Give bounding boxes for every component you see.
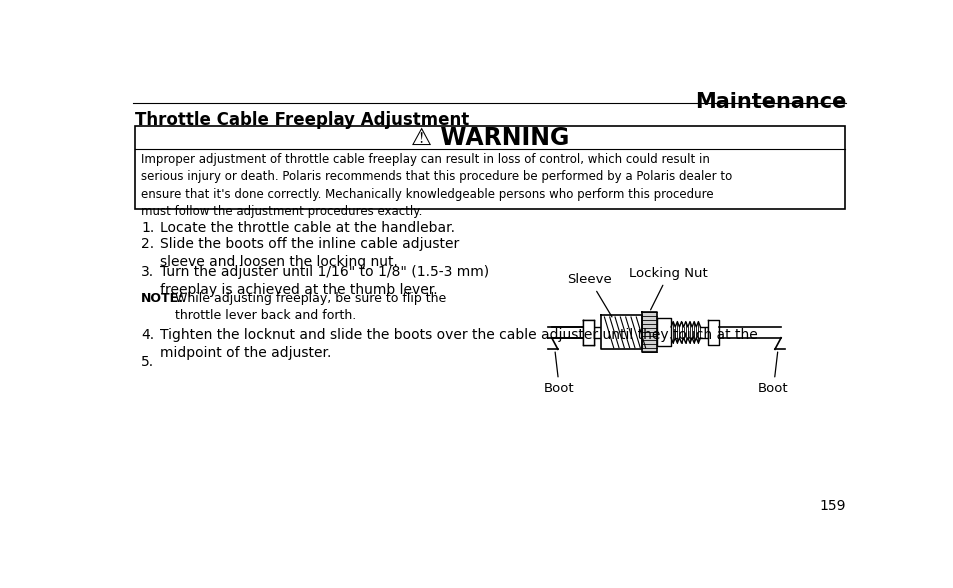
- Text: 159: 159: [819, 499, 845, 513]
- Text: 4.: 4.: [141, 328, 154, 342]
- Text: 5.: 5.: [141, 356, 154, 369]
- Text: ⚠ WARNING: ⚠ WARNING: [410, 126, 568, 149]
- Text: Improper adjustment of throttle cable freeplay can result in loss of control, wh: Improper adjustment of throttle cable fr…: [141, 153, 732, 219]
- Text: Throttle Cable Freeplay Adjustment: Throttle Cable Freeplay Adjustment: [134, 111, 469, 129]
- Text: NOTE:: NOTE:: [141, 292, 184, 305]
- Text: Boot: Boot: [758, 352, 788, 395]
- Text: 1.: 1.: [141, 222, 154, 235]
- Polygon shape: [707, 320, 719, 345]
- Text: 3.: 3.: [141, 265, 154, 279]
- Polygon shape: [641, 312, 657, 352]
- Text: Tighten the locknut and slide the boots over the cable adjuster until they touch: Tighten the locknut and slide the boots …: [159, 328, 757, 360]
- Text: Slide the boots off the inline cable adjuster
sleeve and loosen the locking nut.: Slide the boots off the inline cable adj…: [159, 237, 458, 269]
- Text: Sleeve: Sleeve: [567, 273, 612, 317]
- Text: 2.: 2.: [141, 237, 154, 251]
- Polygon shape: [657, 319, 670, 346]
- Text: Turn the adjuster until 1/16" to 1/8" (1.5-3 mm)
freeplay is achieved at the thu: Turn the adjuster until 1/16" to 1/8" (1…: [159, 265, 488, 297]
- Text: Maintenance: Maintenance: [694, 92, 845, 112]
- Text: Locate the throttle cable at the handlebar.: Locate the throttle cable at the handleb…: [159, 222, 454, 235]
- Polygon shape: [582, 320, 593, 345]
- Text: Locking Nut: Locking Nut: [629, 267, 707, 310]
- Bar: [134, 126, 843, 209]
- Polygon shape: [600, 315, 641, 349]
- Text: While adjusting freeplay, be sure to flip the
throttle lever back and forth.: While adjusting freeplay, be sure to fli…: [174, 292, 446, 322]
- Text: Boot: Boot: [543, 352, 574, 395]
